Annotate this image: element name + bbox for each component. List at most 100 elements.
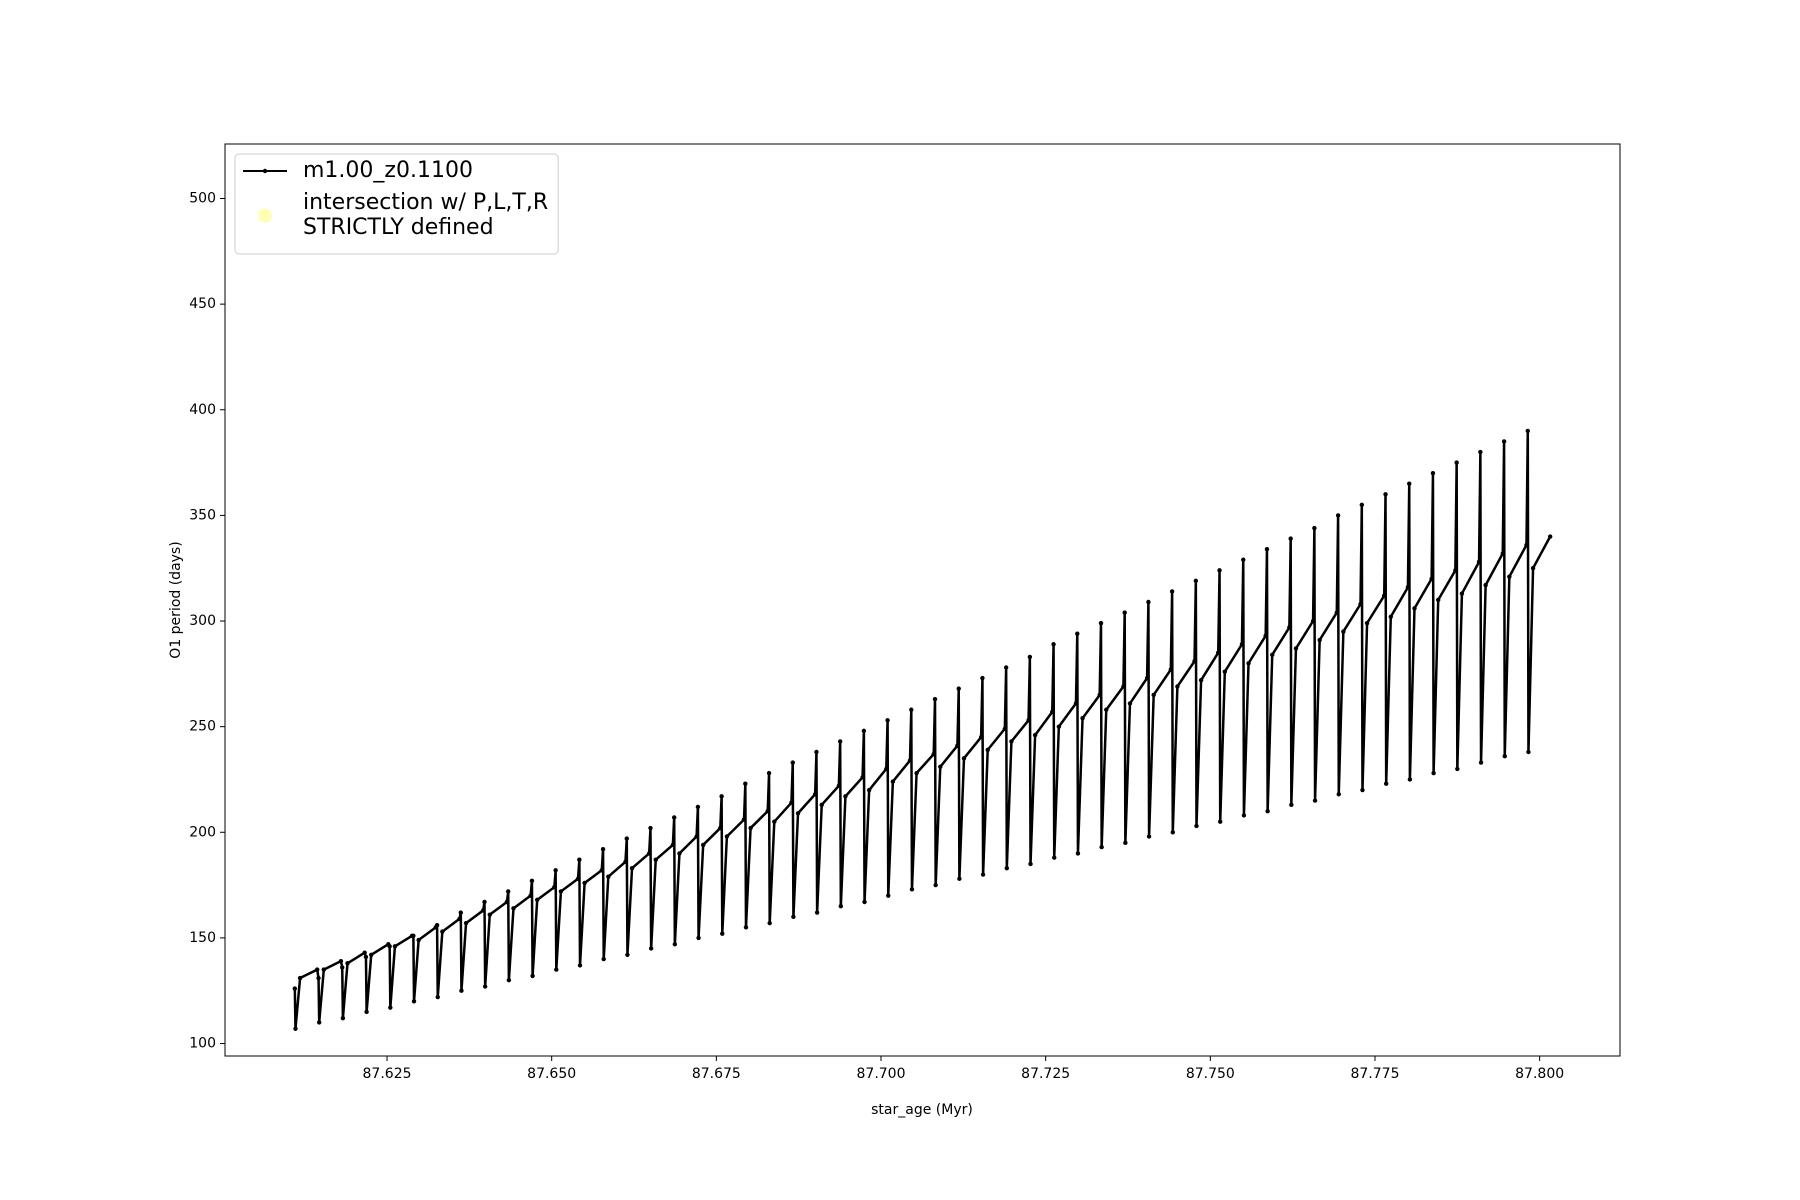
- point-marker: [743, 925, 749, 930]
- point-marker: [1455, 766, 1460, 772]
- point-marker: [909, 887, 915, 892]
- point-marker: [1265, 808, 1270, 814]
- y-tick-label: 200: [189, 824, 216, 840]
- point-marker: [1453, 568, 1458, 573]
- point-marker: [866, 787, 872, 793]
- point-marker: [837, 739, 843, 744]
- point-marker: [316, 975, 321, 981]
- point-marker: [577, 857, 582, 862]
- point-marker: [1317, 637, 1322, 643]
- point-marker: [700, 842, 706, 848]
- point-marker: [577, 963, 583, 968]
- point-marker: [961, 756, 967, 761]
- point-marker: [1476, 559, 1482, 565]
- point-marker: [1478, 760, 1484, 765]
- point-marker: [1052, 855, 1057, 860]
- point-marker: [623, 859, 628, 865]
- point-marker: [1264, 546, 1270, 552]
- point-marker: [671, 815, 677, 820]
- point-marker: [980, 872, 986, 877]
- point-marker: [369, 952, 374, 958]
- point-marker: [1431, 770, 1436, 776]
- point-marker: [293, 1026, 298, 1031]
- point-marker: [1146, 599, 1151, 605]
- point-marker: [411, 999, 417, 1004]
- point-marker: [1004, 865, 1010, 871]
- point-marker: [862, 899, 867, 905]
- point-marker: [1241, 557, 1246, 562]
- point-marker: [1080, 715, 1085, 721]
- point-marker: [890, 779, 896, 784]
- point-marker: [1270, 652, 1275, 658]
- point-marker: [340, 965, 345, 970]
- point-marker: [629, 865, 635, 871]
- point-marker: [1312, 525, 1317, 531]
- point-marker: [1501, 439, 1507, 444]
- point-marker: [1027, 654, 1033, 660]
- y-tick-label: 400: [189, 402, 216, 418]
- point-marker: [1407, 481, 1412, 486]
- point-marker: [340, 1015, 346, 1021]
- point-marker: [795, 811, 801, 816]
- point-marker: [931, 751, 936, 757]
- point-marker: [1170, 830, 1175, 835]
- point-marker: [1430, 470, 1436, 476]
- point-marker: [1151, 692, 1156, 698]
- point-marker: [885, 718, 890, 723]
- point-marker: [791, 914, 796, 919]
- x-tick-label: 87.775: [1350, 1066, 1399, 1082]
- point-marker: [843, 794, 848, 799]
- point-marker: [978, 735, 984, 740]
- y-tick-label: 450: [189, 296, 216, 312]
- point-marker: [1310, 618, 1316, 624]
- point-marker: [553, 868, 558, 873]
- point-marker: [914, 770, 919, 776]
- point-marker: [463, 920, 469, 926]
- point-marker: [511, 906, 516, 911]
- point-marker: [528, 893, 533, 898]
- legend-label: m1.00_z0.1100: [303, 158, 473, 183]
- point-marker: [1525, 428, 1530, 434]
- point-marker: [694, 834, 699, 839]
- point-marker: [985, 747, 990, 753]
- point-marker: [1360, 787, 1365, 793]
- point-marker: [1026, 718, 1031, 723]
- point-marker: [790, 760, 795, 765]
- point-marker: [506, 889, 511, 894]
- point-marker: [1288, 536, 1293, 541]
- point-marker: [838, 904, 844, 909]
- point-marker: [457, 916, 462, 922]
- point-marker: [1051, 642, 1056, 647]
- point-marker: [1194, 823, 1199, 829]
- point-marker: [672, 942, 678, 947]
- point-marker: [772, 819, 777, 824]
- point-marker: [646, 851, 652, 856]
- point-marker: [1507, 574, 1512, 579]
- point-marker: [836, 783, 842, 789]
- point-marker: [606, 874, 611, 879]
- point-marker: [601, 956, 606, 962]
- point-marker: [416, 937, 421, 943]
- point-marker: [1056, 724, 1062, 729]
- point-marker: [1075, 851, 1081, 856]
- point-marker: [480, 908, 486, 913]
- series-line: [293, 429, 1552, 1030]
- point-marker: [1524, 542, 1529, 548]
- point-marker: [1009, 739, 1014, 744]
- y-axis-label: O1 period (days): [168, 541, 184, 658]
- point-marker: [1454, 460, 1459, 465]
- y-tick-label: 500: [189, 191, 216, 207]
- point-marker: [1239, 642, 1245, 647]
- plot-frame: [224, 143, 1621, 1057]
- point-marker: [814, 749, 819, 755]
- x-axis-label: star_age (Myr): [871, 1102, 973, 1118]
- point-marker: [1097, 692, 1102, 698]
- point-marker: [718, 825, 723, 831]
- point-marker: [554, 967, 559, 972]
- point-marker: [1405, 585, 1411, 590]
- point-marker: [766, 770, 772, 776]
- point-marker: [345, 961, 350, 966]
- point-marker: [980, 675, 985, 681]
- point-marker: [789, 800, 794, 805]
